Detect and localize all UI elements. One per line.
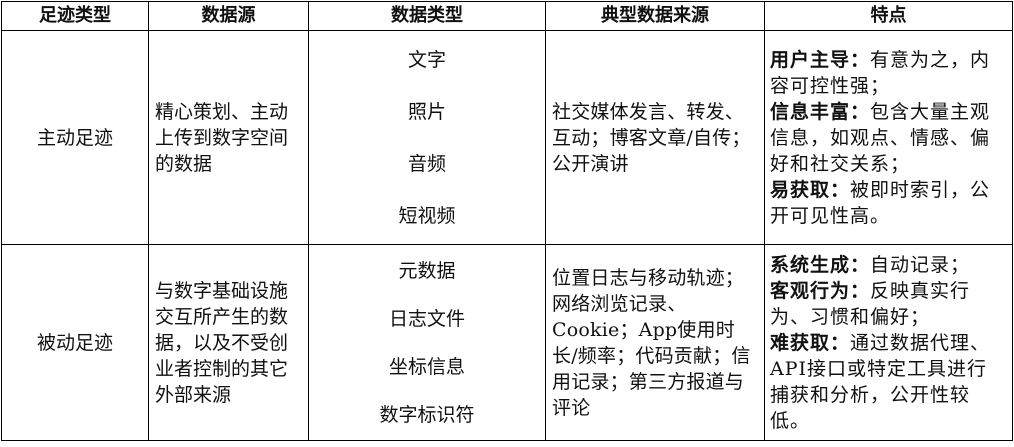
feature-item: 客观行为：反映真实行为、习惯和偏好； [770,278,994,330]
feature-label: 难获取： [770,331,851,354]
header-row: 足迹类型 数据源 数据类型 典型数据来源 特点 [1,1,1013,31]
header-typical-sources: 典型数据来源 [545,1,765,31]
features-cell: 系统生成：自动记录； 客观行为：反映真实行为、习惯和偏好； 难获取：通过数据代理… [764,244,1013,441]
feature-text: 被即时索引，公开可见性高。 [770,178,991,227]
data-type-item: 音频 [407,152,446,175]
feature-text: 通过数据代理、API接口或特定工具进行捕获和分析，公开性较低。 [770,331,991,432]
feature-item: 系统生成：自动记录； [770,252,994,278]
data-types-cell: 文字 照片 音频 短视频 [308,30,546,245]
data-source-cell: 精心策划、主动上传到数字空间的数据 [148,30,309,245]
data-type-item: 照片 [407,100,446,123]
data-type-item: 文字 [407,48,446,71]
data-types-cell: 元数据 日志文件 坐标信息 数字标识符 [308,244,546,441]
table-row: 主动足迹 精心策划、主动上传到数字空间的数据 文字 照片 音频 短视频 社交媒体… [1,30,1013,245]
data-type-item: 短视频 [398,204,456,227]
feature-label: 客观行为： [770,279,871,302]
feature-text: 反映真实行为、习惯和偏好； [770,279,971,328]
feature-item: 信息丰富：包含大量主观信息，如观点、情感、偏好和社交关系； [770,99,994,177]
typical-sources-cell: 社交媒体发言、转发、互动；博客文章/自传；公开演讲 [545,30,765,245]
feature-label: 信息丰富： [770,100,871,123]
data-type-item: 数字标识符 [379,403,475,426]
data-type-item: 坐标信息 [388,355,465,378]
header-footprint-type: 足迹类型 [1,1,149,31]
feature-text: 包含大量主观信息，如观点、情感、偏好和社交关系； [770,100,991,175]
feature-label: 系统生成： [770,253,871,276]
table-row: 被动足迹 与数字基础设施交互所产生的数据，以及不受创业者控制的其它外部来源 元数… [1,244,1013,441]
header-features: 特点 [764,1,1013,31]
feature-item: 难获取：通过数据代理、API接口或特定工具进行捕获和分析，公开性较低。 [770,330,994,434]
data-type-item: 元数据 [398,259,456,282]
feature-item: 易获取：被即时索引，公开可见性高。 [770,177,994,229]
footprint-type-cell: 主动足迹 [1,30,149,245]
feature-item: 用户主导：有意为之，内容可控性强； [770,47,994,99]
header-data-source: 数据源 [148,1,309,31]
features-cell: 用户主导：有意为之，内容可控性强； 信息丰富：包含大量主观信息，如观点、情感、偏… [764,30,1013,245]
data-type-item: 日志文件 [388,307,465,330]
header-data-type: 数据类型 [308,1,546,31]
data-source-cell: 与数字基础设施交互所产生的数据，以及不受创业者控制的其它外部来源 [148,244,309,441]
footprint-type-cell: 被动足迹 [1,244,149,441]
feature-text: 有意为之，内容可控性强； [770,48,991,97]
typical-sources-cell: 位置日志与移动轨迹；网络浏览记录、Cookie；App使用时长/频率；代码贡献；… [545,244,765,441]
feature-text: 自动记录； [870,253,971,276]
feature-label: 易获取： [770,178,851,201]
feature-label: 用户主导： [770,48,871,71]
